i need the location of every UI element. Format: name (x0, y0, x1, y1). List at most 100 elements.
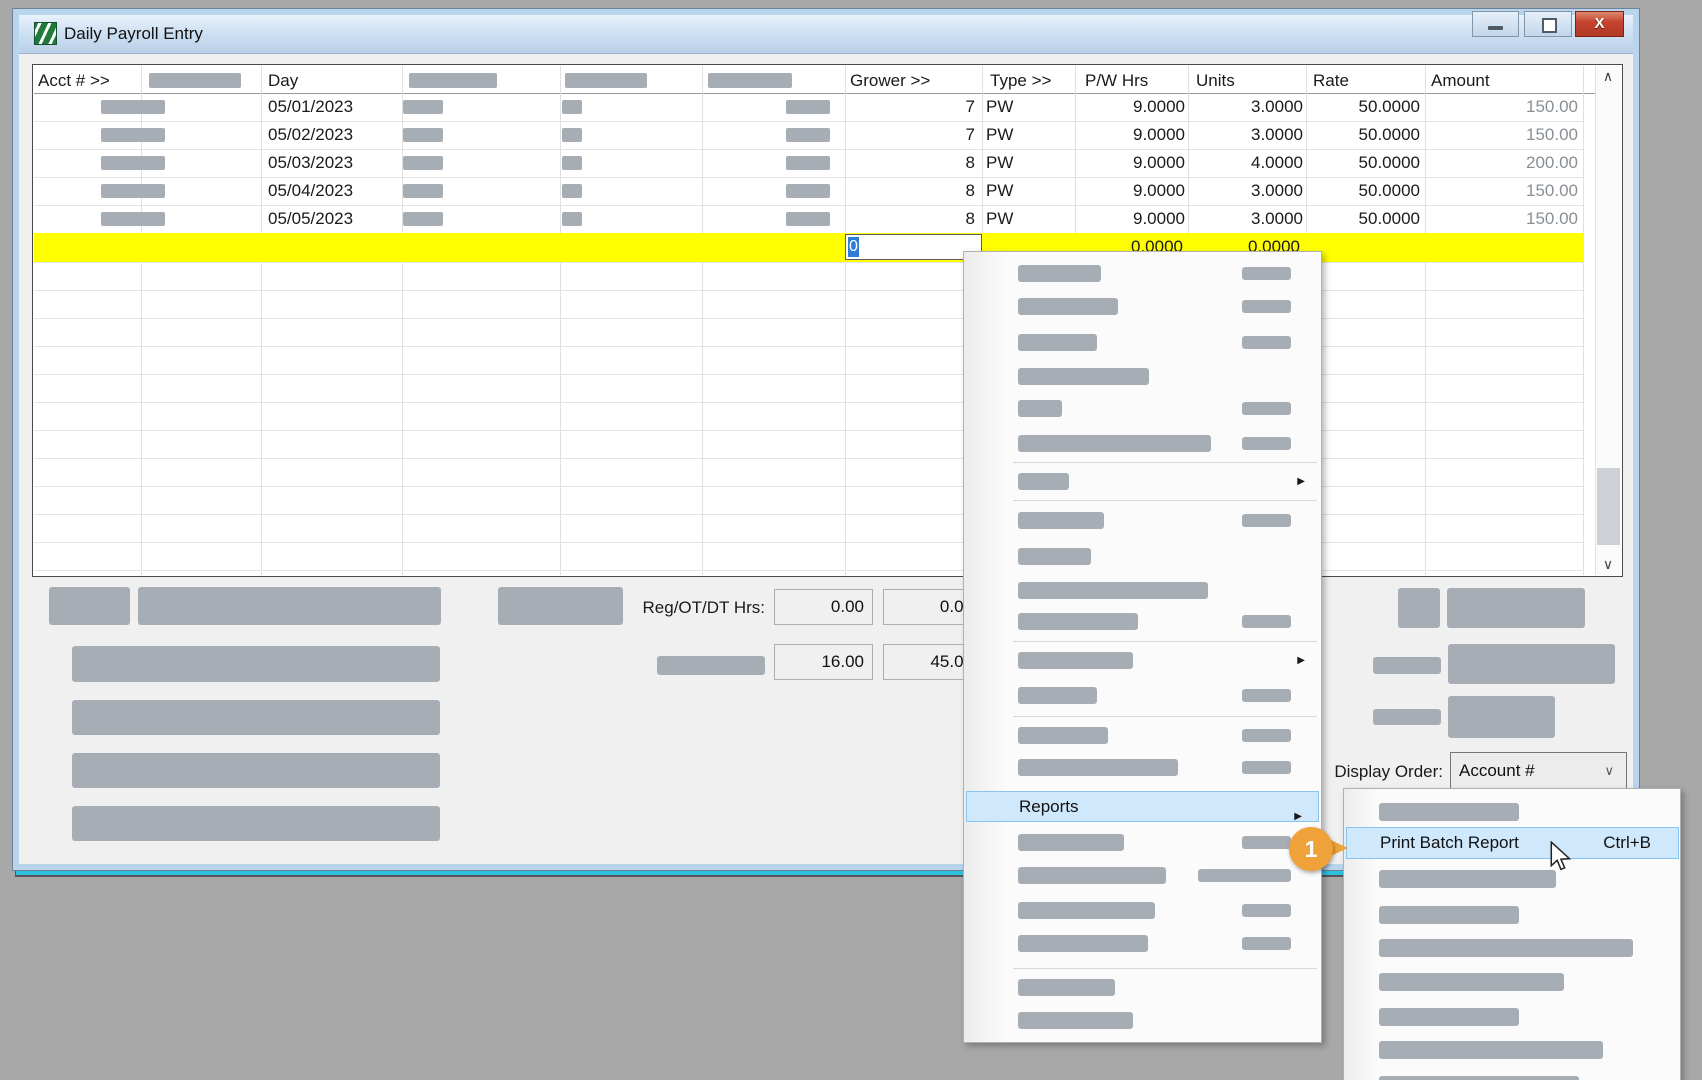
grid-row-line (34, 486, 1583, 487)
menu-item-redacted[interactable] (1018, 687, 1097, 704)
menu-item-redacted[interactable] (1018, 400, 1062, 417)
menu-item-redacted[interactable] (1018, 334, 1097, 351)
redacted-cell[interactable] (403, 100, 443, 114)
redacted-acct-cell[interactable] (101, 212, 165, 226)
rate-cell[interactable]: 50.0000 (1358, 181, 1420, 200)
redacted-cell[interactable] (562, 100, 582, 114)
redacted-cell[interactable] (562, 184, 582, 198)
menu-item-redacted[interactable] (1018, 652, 1133, 669)
menu-shortcut-redacted (1242, 615, 1291, 628)
grower-input[interactable]: 0 (845, 234, 982, 260)
redacted-cell[interactable] (403, 184, 443, 198)
pw-hrs-cell[interactable]: 9.0000 (1133, 125, 1185, 144)
menu-item-redacted[interactable] (1018, 473, 1069, 490)
redacted-cell[interactable] (786, 128, 830, 142)
redacted-acct-cell[interactable] (101, 184, 165, 198)
menu-item-redacted[interactable] (1379, 1041, 1603, 1059)
menu-item-redacted[interactable] (1018, 935, 1148, 952)
menu-item-redacted[interactable] (1379, 803, 1519, 821)
grid-row-line (34, 542, 1583, 543)
redacted-cell[interactable] (786, 100, 830, 114)
redacted-cell[interactable] (786, 184, 830, 198)
menu-item-redacted[interactable] (1018, 759, 1178, 776)
type-cell[interactable]: PW (986, 181, 1014, 200)
redacted-cell[interactable] (403, 128, 443, 142)
day-cell[interactable]: 05/05/2023 (268, 209, 354, 228)
units-cell[interactable]: 3.0000 (1251, 97, 1303, 116)
redacted-acct-cell[interactable] (101, 156, 165, 170)
units-cell[interactable]: 3.0000 (1251, 125, 1303, 144)
type-cell[interactable]: PW (986, 125, 1014, 144)
close-button[interactable]: X (1575, 11, 1624, 37)
units-cell[interactable]: 3.0000 (1251, 181, 1303, 200)
menu-item-redacted[interactable] (1018, 979, 1115, 996)
total-hrs-field-1[interactable]: 16.00 (774, 644, 873, 680)
units-cell[interactable]: 4.0000 (1251, 153, 1303, 172)
menu-item-redacted[interactable] (1379, 870, 1556, 888)
redacted-cell[interactable] (562, 156, 582, 170)
pw-hrs-cell[interactable]: 9.0000 (1133, 153, 1185, 172)
redacted-cell[interactable] (786, 212, 830, 226)
pw-hrs-cell[interactable]: 9.0000 (1133, 181, 1185, 200)
redacted-cell[interactable] (403, 156, 443, 170)
grid-row-line (34, 318, 1583, 319)
type-cell[interactable]: PW (986, 209, 1014, 228)
menu-item-redacted[interactable] (1379, 973, 1564, 991)
pw-hrs-cell[interactable]: 9.0000 (1133, 209, 1185, 228)
rate-cell[interactable]: 50.0000 (1358, 153, 1420, 172)
scrollbar-thumb[interactable] (1597, 468, 1620, 545)
menu-item-redacted[interactable] (1018, 902, 1155, 919)
day-cell[interactable]: 05/03/2023 (268, 153, 354, 172)
menu-item-redacted[interactable] (1018, 368, 1149, 385)
payroll-grid[interactable] (33, 65, 1622, 576)
rate-cell[interactable]: 50.0000 (1358, 97, 1420, 116)
type-cell[interactable]: PW (986, 153, 1014, 172)
redacted-cell[interactable] (403, 212, 443, 226)
menu-item-redacted[interactable] (1379, 1008, 1519, 1026)
menu-item-redacted[interactable] (1018, 727, 1108, 744)
pw-hrs-cell[interactable]: 9.0000 (1133, 97, 1185, 116)
menu-item-redacted[interactable] (1018, 867, 1166, 884)
maximize-button[interactable] (1524, 11, 1572, 37)
menu-item-redacted[interactable] (1018, 548, 1091, 565)
menu-item-redacted[interactable] (1018, 834, 1124, 851)
menu-item-redacted[interactable] (1018, 512, 1104, 529)
redacted-cell[interactable] (562, 212, 582, 226)
redacted-cell[interactable] (562, 128, 582, 142)
redacted-acct-cell[interactable] (101, 100, 165, 114)
day-cell[interactable]: 05/02/2023 (268, 125, 354, 144)
grower-cell[interactable]: 8 (965, 153, 975, 172)
menu-item-print-batch-report[interactable]: Print Batch Report Ctrl+B (1346, 827, 1679, 859)
grower-cell[interactable]: 7 (965, 97, 975, 116)
menu-item-redacted[interactable] (1018, 298, 1118, 315)
rate-cell[interactable]: 50.0000 (1358, 209, 1420, 228)
active-entry-row[interactable] (34, 233, 1583, 262)
rate-cell[interactable]: 50.0000 (1358, 125, 1420, 144)
menu-item-redacted[interactable] (1018, 265, 1101, 282)
menu-item-redacted[interactable] (1379, 906, 1519, 924)
units-cell[interactable]: 3.0000 (1251, 209, 1303, 228)
redacted-acct-cell[interactable] (101, 128, 165, 142)
grower-cell[interactable]: 8 (965, 181, 975, 200)
type-cell[interactable]: PW (986, 97, 1014, 116)
scroll-down-icon[interactable]: ∨ (1602, 556, 1614, 572)
day-cell[interactable]: 05/04/2023 (268, 181, 354, 200)
menu-item-redacted[interactable] (1379, 1076, 1579, 1080)
display-order-select[interactable]: Account # ∨ (1450, 752, 1627, 790)
reg-hrs-field-1[interactable]: 0.00 (774, 589, 873, 625)
menu-shortcut-redacted (1242, 336, 1291, 349)
grower-cell[interactable]: 7 (965, 125, 975, 144)
day-cell[interactable]: 05/01/2023 (268, 97, 354, 116)
minimize-button[interactable] (1472, 11, 1519, 37)
menu-item-redacted[interactable] (1018, 435, 1211, 452)
menu-item-redacted[interactable] (1379, 939, 1633, 957)
redacted-cell[interactable] (786, 156, 830, 170)
menu-item-reports[interactable]: Reports ▶ (966, 791, 1319, 822)
grower-cell[interactable]: 8 (965, 209, 975, 228)
column-header-day: Day (268, 71, 299, 90)
menu-item-redacted[interactable] (1018, 613, 1138, 630)
menu-item-redacted[interactable] (1018, 1012, 1133, 1029)
scroll-up-icon[interactable]: ∧ (1602, 68, 1614, 84)
menu-item-redacted[interactable] (1018, 582, 1208, 599)
